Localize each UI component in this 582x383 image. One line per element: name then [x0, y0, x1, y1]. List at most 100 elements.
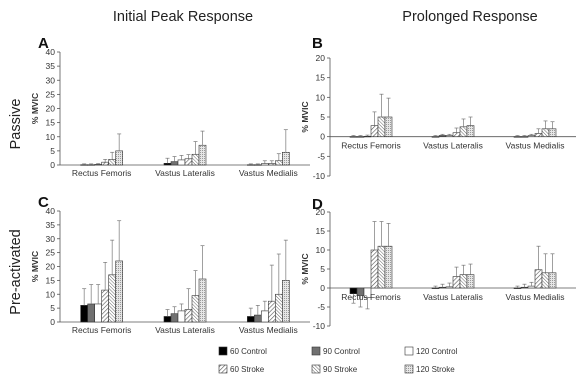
- bar: [356, 136, 365, 138]
- legend-item: 120 Stroke: [404, 364, 455, 374]
- y-tick-label: 10: [316, 92, 326, 102]
- panels: A 0 5 10 15 20 25 30 35 40 % MVIC Rectus Femoris Vas…: [30, 35, 576, 335]
- legend-label: 60 Stroke: [230, 365, 265, 374]
- bar: [87, 303, 95, 323]
- bar: [370, 125, 379, 137]
- y-tick-label: 35: [46, 220, 56, 230]
- bar: [445, 286, 454, 289]
- y-tick-label: 40: [46, 47, 56, 57]
- bar: [534, 133, 543, 137]
- panel-letter: A: [38, 35, 49, 52]
- y-tick-label: 15: [316, 73, 326, 83]
- y-tick-label: 5: [50, 303, 55, 313]
- y-axis-label: % MVIC: [30, 93, 40, 124]
- row-title-preactivated: Pre-activated: [8, 229, 24, 314]
- category-label: Rectus Femoris: [341, 141, 401, 151]
- bar: [198, 144, 207, 166]
- legend-swatch: [404, 346, 414, 356]
- bar: [191, 295, 200, 323]
- bar: [261, 163, 269, 166]
- panel-letter: B: [312, 35, 323, 52]
- y-tick-label: 20: [46, 104, 56, 114]
- bar: [115, 150, 123, 166]
- bar: [377, 245, 386, 289]
- bar: [108, 159, 116, 166]
- legend-label: 120 Stroke: [416, 365, 455, 374]
- bar: [247, 164, 255, 166]
- legend-swatch: [218, 346, 228, 356]
- legend-item: 120 Control: [404, 346, 458, 356]
- y-tick-label: 0: [320, 132, 325, 142]
- legend-label: 90 Control: [323, 347, 360, 356]
- bar: [513, 136, 522, 138]
- bar: [548, 128, 557, 137]
- bar: [184, 309, 193, 323]
- category-label: Vastus Medialis: [239, 325, 298, 335]
- y-tick-label: 15: [46, 275, 56, 285]
- bar: [191, 153, 200, 166]
- legend-label: 90 Stroke: [323, 365, 358, 374]
- bar: [94, 164, 102, 166]
- y-axis-label: % MVIC: [300, 253, 310, 284]
- bar: [282, 280, 290, 323]
- bar: [452, 276, 461, 289]
- y-tick-label: 30: [46, 234, 56, 244]
- bar: [115, 260, 123, 323]
- bar: [363, 135, 372, 138]
- y-tick-label: 20: [46, 262, 56, 272]
- category-label: Rectus Femoris: [72, 168, 132, 178]
- y-tick-label: 5: [320, 112, 325, 122]
- bar: [431, 287, 440, 289]
- y-tick-label: 15: [316, 226, 326, 236]
- bar: [527, 285, 536, 289]
- bar: [94, 303, 102, 323]
- legend-item: 90 Control: [311, 346, 360, 356]
- y-tick-label: 5: [320, 264, 325, 274]
- legend-item: 60 Stroke: [218, 364, 265, 374]
- bar: [541, 128, 550, 137]
- legend-swatch: [404, 364, 414, 374]
- category-label: Vastus Medialis: [506, 141, 565, 151]
- y-tick-label: 20: [316, 207, 326, 217]
- panel-letter: C: [38, 194, 49, 211]
- bar: [384, 245, 393, 289]
- bar: [261, 310, 269, 323]
- legend: 60 Control 90 Control 120 Control 60 Stroke…: [218, 346, 458, 374]
- bar: [534, 269, 543, 289]
- bar: [466, 274, 475, 289]
- bar: [177, 310, 186, 323]
- panel-b: B -10 -5 0 5 10 15 20 % MVIC Rectus Femoris Vastus…: [300, 35, 576, 181]
- bar: [170, 313, 179, 323]
- y-tick-label: 35: [46, 61, 56, 71]
- y-tick-label: 0: [320, 283, 325, 293]
- bar: [268, 300, 276, 323]
- y-tick-label: 30: [46, 75, 56, 85]
- y-tick-label: -10: [313, 321, 326, 331]
- bar: [268, 163, 276, 166]
- bar: [163, 316, 172, 323]
- bar: [520, 286, 529, 289]
- col-title-prolonged: Prolonged Response: [402, 9, 537, 25]
- bar: [438, 286, 447, 289]
- bar: [466, 125, 475, 137]
- category-label: Rectus Femoris: [341, 292, 401, 302]
- bar: [431, 136, 440, 138]
- bar: [254, 314, 262, 323]
- y-tick-label: 40: [46, 206, 56, 216]
- category-label: Vastus Lateralis: [423, 292, 483, 302]
- bar: [459, 274, 468, 289]
- y-tick-label: 10: [316, 245, 326, 255]
- bar: [163, 163, 172, 166]
- bar: [452, 132, 461, 137]
- category-label: Vastus Lateralis: [155, 168, 215, 178]
- y-tick-label: -5: [317, 302, 325, 312]
- legend-label: 60 Control: [230, 347, 267, 356]
- bar: [384, 116, 393, 137]
- bar: [275, 160, 283, 166]
- bar: [513, 287, 522, 289]
- bar: [101, 289, 109, 323]
- y-tick-label: 20: [316, 53, 326, 63]
- legend-swatch: [311, 346, 321, 356]
- category-label: Vastus Medialis: [239, 168, 298, 178]
- bar: [520, 136, 529, 138]
